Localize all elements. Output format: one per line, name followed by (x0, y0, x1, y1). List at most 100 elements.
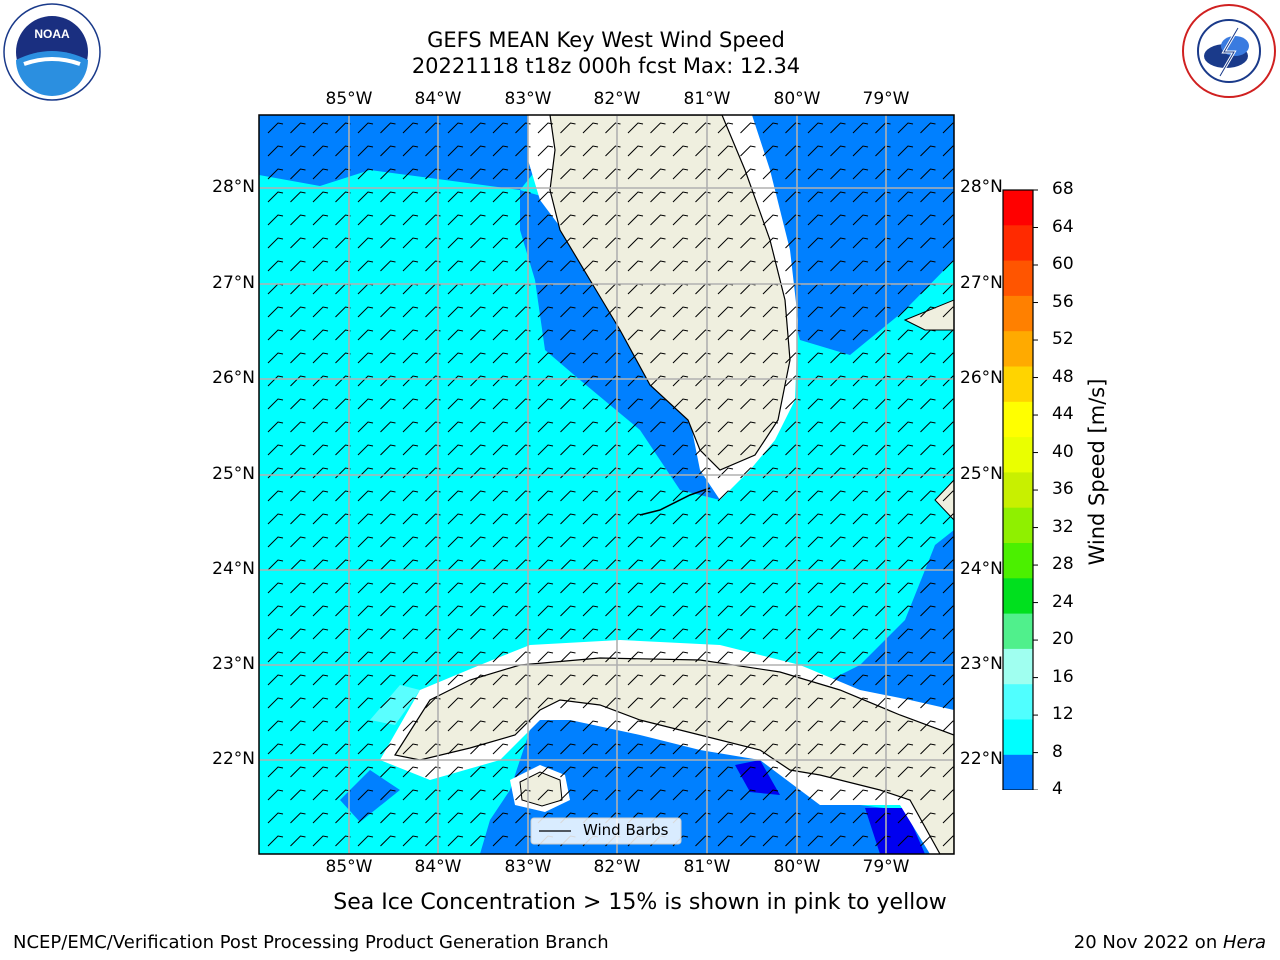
wind-barb (650, 329, 666, 341)
wind-barb (357, 582, 374, 594)
wind-barb (852, 835, 869, 847)
wind-barb (942, 628, 954, 640)
wind-barb (425, 145, 441, 157)
wind-barb (312, 789, 329, 801)
wind-barb (650, 375, 666, 387)
wind-barb (447, 145, 464, 157)
wind-barb (830, 490, 846, 502)
wind-barb (920, 651, 936, 663)
wind-barb (942, 145, 954, 157)
wind-barb (402, 743, 419, 755)
wind-barb (357, 628, 374, 640)
footer-machine: Hera (1222, 932, 1266, 953)
wind-barb (290, 789, 306, 801)
wind-barb (537, 536, 554, 548)
wind-barb (650, 306, 666, 318)
wind-barb (605, 766, 621, 778)
wind-barb (402, 306, 419, 318)
wind-barb (672, 536, 689, 548)
wind-barb (447, 536, 464, 548)
wind-barb (380, 375, 396, 387)
footer-branch: NCEP/EMC/Verification Post Processing Pr… (13, 932, 609, 953)
wind-barb (380, 720, 396, 732)
wind-barb (717, 444, 734, 456)
wind-barb (515, 398, 531, 410)
wind-barb (560, 191, 576, 203)
wind-barb (717, 513, 734, 525)
wind-barb (920, 145, 936, 157)
wind-barb (717, 145, 734, 157)
colorbar-tick-label: 68 (1052, 179, 1074, 199)
wind-barb (920, 214, 936, 226)
wind-barb (492, 168, 509, 180)
wind-barb (582, 743, 599, 755)
wind-barb (920, 329, 936, 341)
sea-region-light (370, 685, 420, 725)
wind-barb (897, 306, 914, 318)
wind-barb (605, 444, 621, 456)
wind-barb (807, 812, 824, 824)
wind-barb (695, 145, 711, 157)
wind-barb (650, 168, 666, 180)
wind-barb (492, 237, 509, 249)
wind-barb (740, 490, 756, 502)
wind-barb (897, 513, 914, 525)
wind-barb (470, 743, 486, 755)
wind-barb (582, 789, 599, 801)
wind-barb (290, 168, 306, 180)
lat-label-left: 28°N (212, 177, 255, 197)
wind-barb (807, 513, 824, 525)
wind-barb (852, 122, 869, 134)
wind-barb (582, 536, 599, 548)
wind-barb (740, 398, 756, 410)
wind-barb (785, 145, 801, 157)
wind-barb (852, 766, 869, 778)
wind-barb (537, 582, 554, 594)
wind-barb (357, 214, 374, 226)
wind-barb (470, 398, 486, 410)
wind-barb (425, 122, 441, 134)
wind-barb (942, 260, 954, 272)
wind-barb (740, 559, 756, 571)
wind-barb (627, 651, 644, 663)
wind-barb (402, 375, 419, 387)
wind-barb (425, 490, 441, 502)
wind-barb (380, 490, 396, 502)
wind-barb (267, 513, 284, 525)
wind-barb (380, 306, 396, 318)
wind-barb (312, 605, 329, 617)
wind-barb (830, 674, 846, 686)
wind-barb (627, 260, 644, 272)
colorbar-segment (1003, 507, 1033, 544)
wind-barb (560, 122, 576, 134)
wind-barb (447, 398, 464, 410)
wind-barb (537, 421, 554, 433)
wind-barb (515, 789, 531, 801)
wind-barb (582, 352, 599, 364)
wind-barb (492, 789, 509, 801)
colorbar-tick-label: 12 (1052, 704, 1074, 725)
wind-barb (942, 513, 954, 525)
wind-barb (380, 421, 396, 433)
wind-barb (380, 628, 396, 640)
wind-barb (830, 329, 846, 341)
wind-barb (357, 260, 374, 272)
wind-barb (740, 168, 756, 180)
wind-barb (267, 628, 284, 640)
wind-barb (650, 628, 666, 640)
sea-region-fast-sw (340, 770, 400, 822)
lat-label-left: 25°N (212, 464, 255, 484)
wind-barb (357, 306, 374, 318)
wind-barb (830, 122, 846, 134)
wind-barb (312, 697, 329, 709)
wind-barb (897, 237, 914, 249)
colorbar-segment (1003, 331, 1033, 367)
wind-barb (807, 398, 824, 410)
wind-barb (762, 536, 779, 548)
wind-barb (425, 835, 441, 847)
wind-barb (672, 559, 689, 571)
wind-barb (515, 375, 531, 387)
wind-barb (695, 628, 711, 640)
sea-region-fast-s (480, 700, 954, 854)
wind-barb (672, 122, 689, 134)
